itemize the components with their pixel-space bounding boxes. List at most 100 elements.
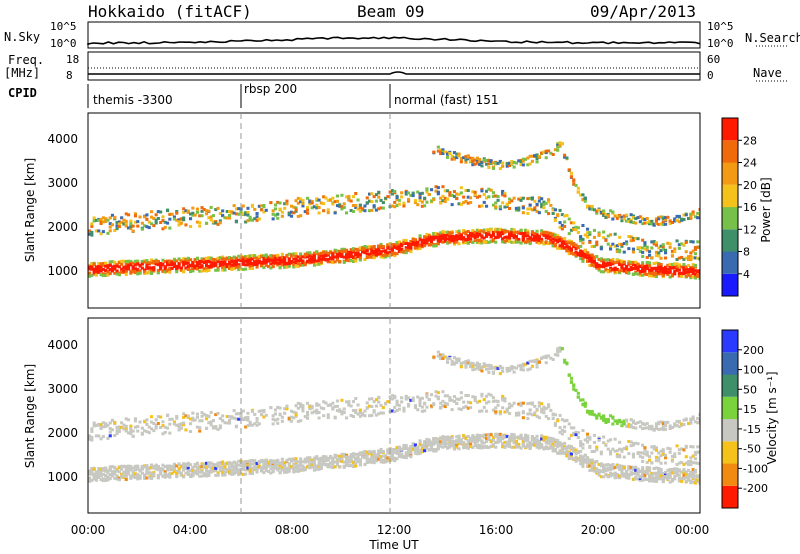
power-cell xyxy=(611,210,615,214)
power-cell xyxy=(439,196,443,200)
power-cell xyxy=(625,271,629,275)
power-cell xyxy=(450,234,454,238)
power-cell xyxy=(423,196,427,200)
velocity-cell xyxy=(450,439,454,443)
power-cell xyxy=(193,259,197,263)
power-cell xyxy=(423,235,427,239)
power-cell xyxy=(117,225,121,229)
power-cell xyxy=(145,261,149,265)
velocity-cell xyxy=(381,450,385,453)
power-cell xyxy=(590,256,594,260)
power-cell xyxy=(641,238,645,242)
power-cell xyxy=(558,236,562,240)
power-cell xyxy=(324,258,328,262)
power-cell xyxy=(560,223,564,227)
velocity-cell xyxy=(551,438,555,442)
power-cell xyxy=(622,214,626,218)
power-cell xyxy=(404,251,408,255)
power-cell xyxy=(110,269,114,273)
power-cell xyxy=(540,240,544,244)
power-cell xyxy=(184,209,188,213)
power-cell xyxy=(677,214,681,218)
velocity-cell xyxy=(106,476,110,480)
velocity-cell xyxy=(443,438,447,442)
power-cell xyxy=(117,273,121,277)
velocity-cell xyxy=(583,460,587,464)
velocity-cell xyxy=(407,451,411,455)
power-cell xyxy=(175,259,179,263)
power-cell xyxy=(358,253,362,257)
power-cell xyxy=(374,248,378,252)
velocity-cell xyxy=(209,420,213,424)
power-cell xyxy=(287,260,291,264)
power-cell xyxy=(90,222,94,226)
velocity-cell xyxy=(627,465,631,468)
power-cell xyxy=(246,261,250,265)
velocity-cell xyxy=(255,420,259,424)
power-cell xyxy=(106,231,110,235)
power-cell xyxy=(459,191,463,195)
power-cell xyxy=(191,263,195,267)
power-cell xyxy=(498,227,502,231)
velocity-cell xyxy=(200,474,204,478)
power-cell xyxy=(315,259,319,263)
power-cell xyxy=(631,272,635,276)
velocity-cell xyxy=(668,468,672,471)
power-cell xyxy=(255,257,259,260)
velocity-cell xyxy=(310,460,314,464)
power-cell xyxy=(659,256,663,260)
velocity-cell xyxy=(228,418,232,422)
power-cell xyxy=(645,217,649,220)
velocity-cell xyxy=(636,477,640,481)
velocity-cell xyxy=(696,478,700,482)
velocity-cell xyxy=(340,452,344,456)
power-cell xyxy=(232,259,236,263)
power-cell xyxy=(299,214,303,218)
power-cell xyxy=(370,208,374,212)
power-cell xyxy=(441,236,445,240)
power-cell xyxy=(512,231,516,235)
velocity-cell xyxy=(296,460,300,464)
power-cell xyxy=(505,162,509,166)
power-cell xyxy=(110,265,114,269)
power-cell xyxy=(567,232,571,236)
velocity-cell xyxy=(407,449,411,453)
power-cell xyxy=(530,159,534,163)
velocity-cell xyxy=(363,463,367,466)
velocity-cell xyxy=(193,464,197,468)
power-cell xyxy=(645,255,649,259)
velocity-cell xyxy=(590,468,594,472)
velocity-cell xyxy=(175,470,179,474)
velocity-cell xyxy=(471,439,475,443)
power-cell xyxy=(588,254,592,258)
power-cell xyxy=(535,160,539,164)
velocity-cell xyxy=(207,470,211,473)
velocity-cell xyxy=(560,451,564,455)
power-cell xyxy=(168,270,172,274)
power-cell xyxy=(108,272,112,276)
power-cell xyxy=(221,260,225,264)
velocity-cell xyxy=(439,443,443,447)
velocity-cell xyxy=(503,440,507,444)
power-cell xyxy=(120,216,124,220)
power-cell xyxy=(687,255,691,259)
power-cell xyxy=(333,255,337,259)
velocity-cell xyxy=(209,470,213,474)
velocity-cell xyxy=(519,433,523,437)
power-cell xyxy=(586,227,590,231)
power-cell xyxy=(294,199,298,203)
velocity-cell xyxy=(480,439,484,443)
power-cell xyxy=(544,149,548,153)
power-cell xyxy=(161,258,165,262)
velocity-cell xyxy=(115,477,119,481)
velocity-cell xyxy=(466,439,470,443)
power-cell xyxy=(287,252,291,256)
power-cell xyxy=(150,215,154,219)
power-cell xyxy=(372,195,376,199)
velocity-cell xyxy=(397,452,401,456)
velocity-cell xyxy=(473,444,477,448)
power-cell xyxy=(90,266,94,270)
velocity-cell xyxy=(638,474,642,478)
power-cell xyxy=(618,250,622,254)
power-cell xyxy=(306,252,310,256)
